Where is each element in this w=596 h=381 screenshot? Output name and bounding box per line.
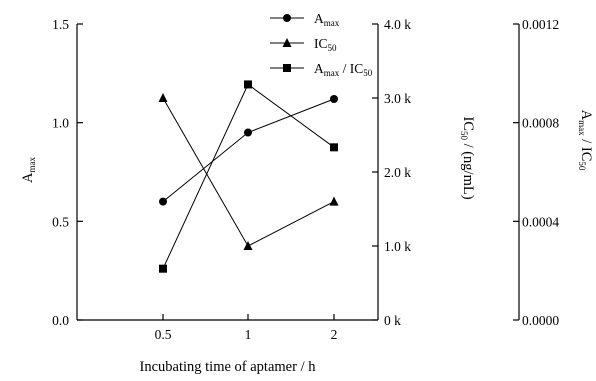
- ic50-tick-label: 1.0 k: [384, 239, 411, 254]
- axis-titles: Incubating time of aptamer / h Amax IC50 /…: [20, 110, 594, 375]
- x-tick-label: 0.5: [155, 327, 172, 342]
- left-tick-label: 1.0: [52, 116, 69, 131]
- left-tick-label: 1.5: [52, 17, 69, 32]
- ratio-y-axis: 0.0000 0.0004 0.0008 0.0012: [513, 17, 559, 328]
- data-point-circle: [244, 128, 252, 137]
- left-tick-label: 0.5: [52, 214, 69, 229]
- data-point-square: [244, 80, 252, 89]
- legend-label-circle: Amax: [314, 11, 340, 28]
- data-point-triangle: [243, 241, 253, 250]
- series-layer: [158, 80, 339, 273]
- series-square: [159, 80, 338, 273]
- series-line-triangle: [162, 97, 335, 247]
- ic50-tick-label: 4.0 k: [384, 17, 411, 32]
- legend-label-square: Amax / IC50: [314, 61, 373, 78]
- ic50-y-axis: 0 k 1.0 k 2.0 k 3.0 k 4.0 k: [372, 17, 411, 328]
- data-point-circle: [159, 197, 167, 206]
- x-axis: 0.5 1 2: [155, 314, 338, 342]
- ic50-tick-label: 0 k: [384, 313, 401, 328]
- legend-label-triangle: IC50: [314, 36, 337, 53]
- legend-marker-square: [283, 64, 291, 72]
- ratio-tick-label: 0.0012: [522, 17, 559, 32]
- x-tick-label: 2: [331, 327, 338, 342]
- ratio-tick-label: 0.0004: [522, 214, 559, 229]
- series-line-circle: [162, 98, 335, 202]
- series-triangle: [158, 93, 339, 250]
- left-y-axis-title: Amax: [20, 157, 37, 183]
- left-tick-label: 0.0: [52, 313, 69, 328]
- ratio-tick-label: 0.0000: [522, 313, 559, 328]
- ratio-y-axis-title: Amax / IC50: [577, 110, 594, 171]
- data-point-triangle: [158, 93, 168, 102]
- ic50-tick-label: 2.0 k: [384, 165, 411, 180]
- x-axis-title: Incubating time of aptamer / h: [140, 359, 317, 375]
- data-point-square: [159, 264, 167, 273]
- x-tick-label: 1: [245, 327, 252, 342]
- legend: Amax IC50 Amax / IC50: [270, 11, 373, 78]
- ic50-tick-label: 3.0 k: [384, 91, 411, 106]
- legend-marker-circle: [283, 14, 291, 22]
- ic50-y-axis-title: IC50 / (ng/mL): [459, 116, 476, 199]
- data-point-circle: [330, 94, 338, 103]
- data-point-square: [330, 143, 338, 152]
- data-point-triangle: [329, 196, 339, 206]
- left-y-axis: 0.0 0.5 1.0 1.5: [52, 17, 83, 328]
- ratio-tick-label: 0.0008: [522, 116, 559, 131]
- legend-marker-triangle: [282, 38, 292, 47]
- series-circle: [159, 94, 338, 206]
- series-line-square: [162, 83, 335, 269]
